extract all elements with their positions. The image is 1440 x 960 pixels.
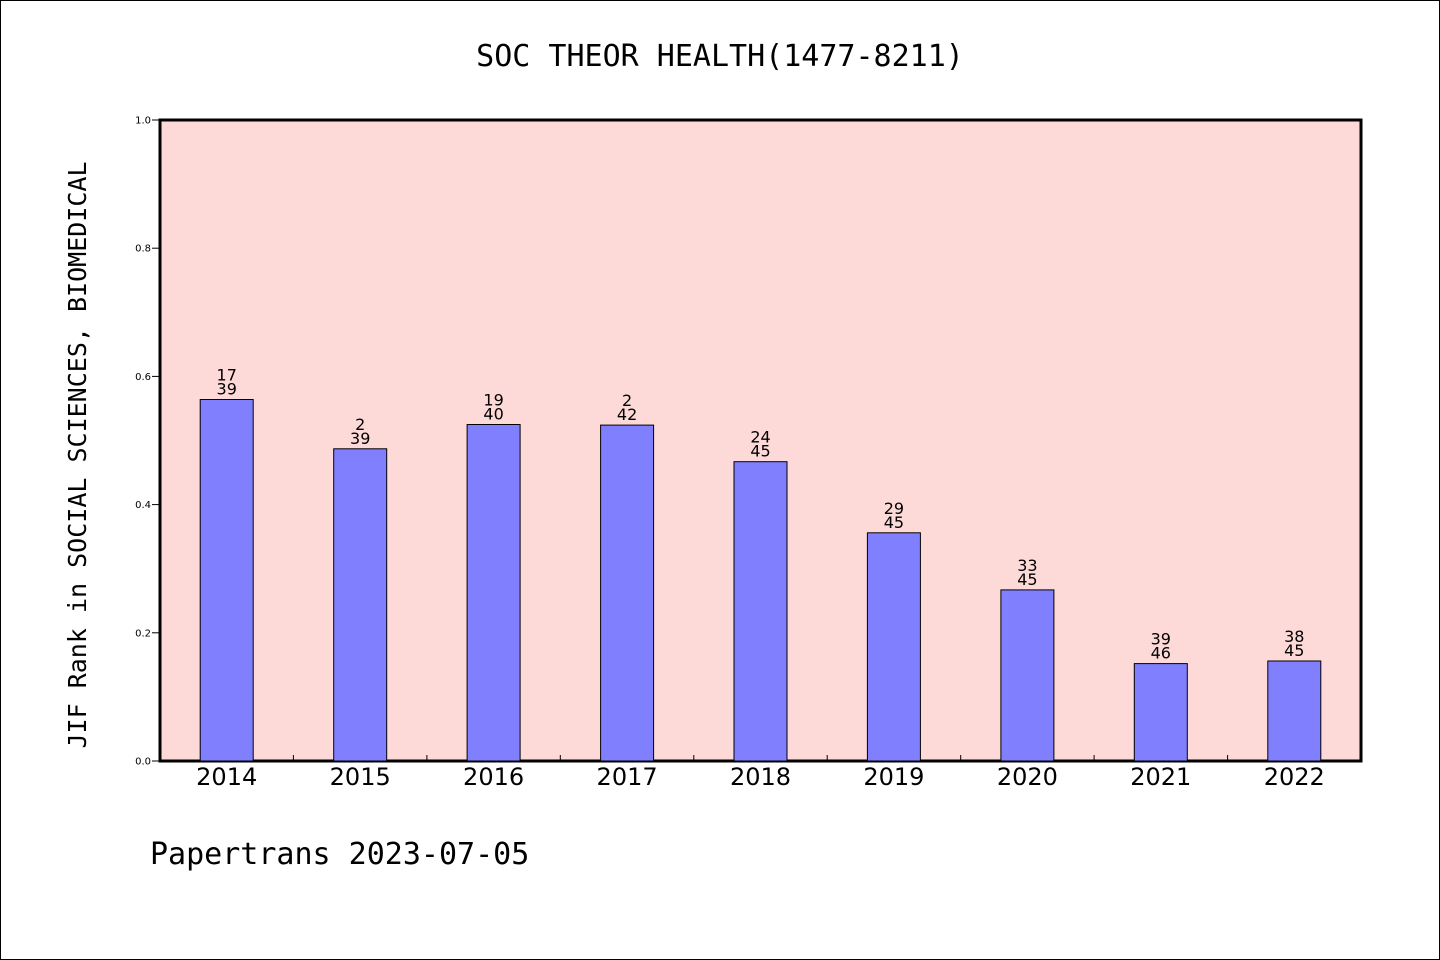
bar-label-rank-2018: 24 xyxy=(750,428,770,447)
bar-2021 xyxy=(1133,663,1188,762)
bar-label-total-2020: 45 xyxy=(1017,570,1037,589)
bar-label-rank-2016: 19 xyxy=(483,391,503,410)
bar-label-total-2019: 45 xyxy=(884,513,904,532)
y-tick-label-0.0: 0.0 xyxy=(135,757,151,768)
x-tick-label-2015: 2015 xyxy=(330,763,391,791)
x-axis: 2014 2015 2016 2017 2018 2019 2020 2021 2022 xyxy=(196,755,1325,791)
bar-label-total-2015: 39 xyxy=(350,429,370,448)
y-axis-label: JIF Rank in SOCIAL SCIENCES, BIOMEDICAL xyxy=(63,162,92,749)
bars-layer xyxy=(199,399,1322,762)
x-tick-label-2020: 2020 xyxy=(997,763,1058,791)
y-tick-label-0.6: 0.6 xyxy=(135,372,151,383)
x-tick-label-2018: 2018 xyxy=(730,763,791,791)
bar-label-rank-2022: 38 xyxy=(1284,627,1304,646)
x-tick-label-2022: 2022 xyxy=(1264,763,1325,791)
x-tick-label-2016: 2016 xyxy=(463,763,524,791)
bar-label-total-2021: 46 xyxy=(1151,644,1171,663)
bar-label-total-2017: 42 xyxy=(617,405,637,424)
bar-label-rank-2021: 39 xyxy=(1151,630,1171,649)
bar-2022 xyxy=(1267,660,1322,762)
bar-label-rank-2015: 2 xyxy=(355,415,365,434)
y-tick-label-0.4: 0.4 xyxy=(135,500,151,511)
x-tick-label-2014: 2014 xyxy=(196,763,257,791)
bar-2014 xyxy=(199,399,254,762)
bar-label-rank-2017: 2 xyxy=(622,391,632,410)
bar-label-rank-2019: 29 xyxy=(884,499,904,518)
y-axis: 0.0 0.2 0.4 0.6 0.8 1.0 xyxy=(135,116,160,768)
bar-2015 xyxy=(333,448,388,762)
y-tick-label-0.2: 0.2 xyxy=(135,628,151,639)
bar-label-total-2018: 45 xyxy=(750,442,770,461)
bar-2017 xyxy=(600,424,655,762)
bar-2018 xyxy=(733,461,788,762)
x-tick-label-2017: 2017 xyxy=(597,763,658,791)
x-tick-label-2021: 2021 xyxy=(1130,763,1191,791)
chart-title: SOC THEOR HEALTH(1477-8211) xyxy=(476,39,964,74)
bar-label-total-2016: 40 xyxy=(483,405,503,424)
bar-label-rank-2020: 33 xyxy=(1017,556,1037,575)
footer-credit: Papertrans 2023-07-05 xyxy=(150,837,529,872)
bar-2016 xyxy=(466,424,521,762)
x-tick-label-2019: 2019 xyxy=(863,763,924,791)
bar-label-total-2022: 45 xyxy=(1284,641,1304,660)
bar-2020 xyxy=(1000,589,1055,762)
bar-label-rank-2014: 17 xyxy=(217,366,237,385)
y-tick-label-1.0: 1.0 xyxy=(135,116,151,127)
y-tick-label-0.8: 0.8 xyxy=(135,244,151,255)
bar-2019 xyxy=(866,532,921,762)
bar-label-total-2014: 39 xyxy=(217,380,237,399)
